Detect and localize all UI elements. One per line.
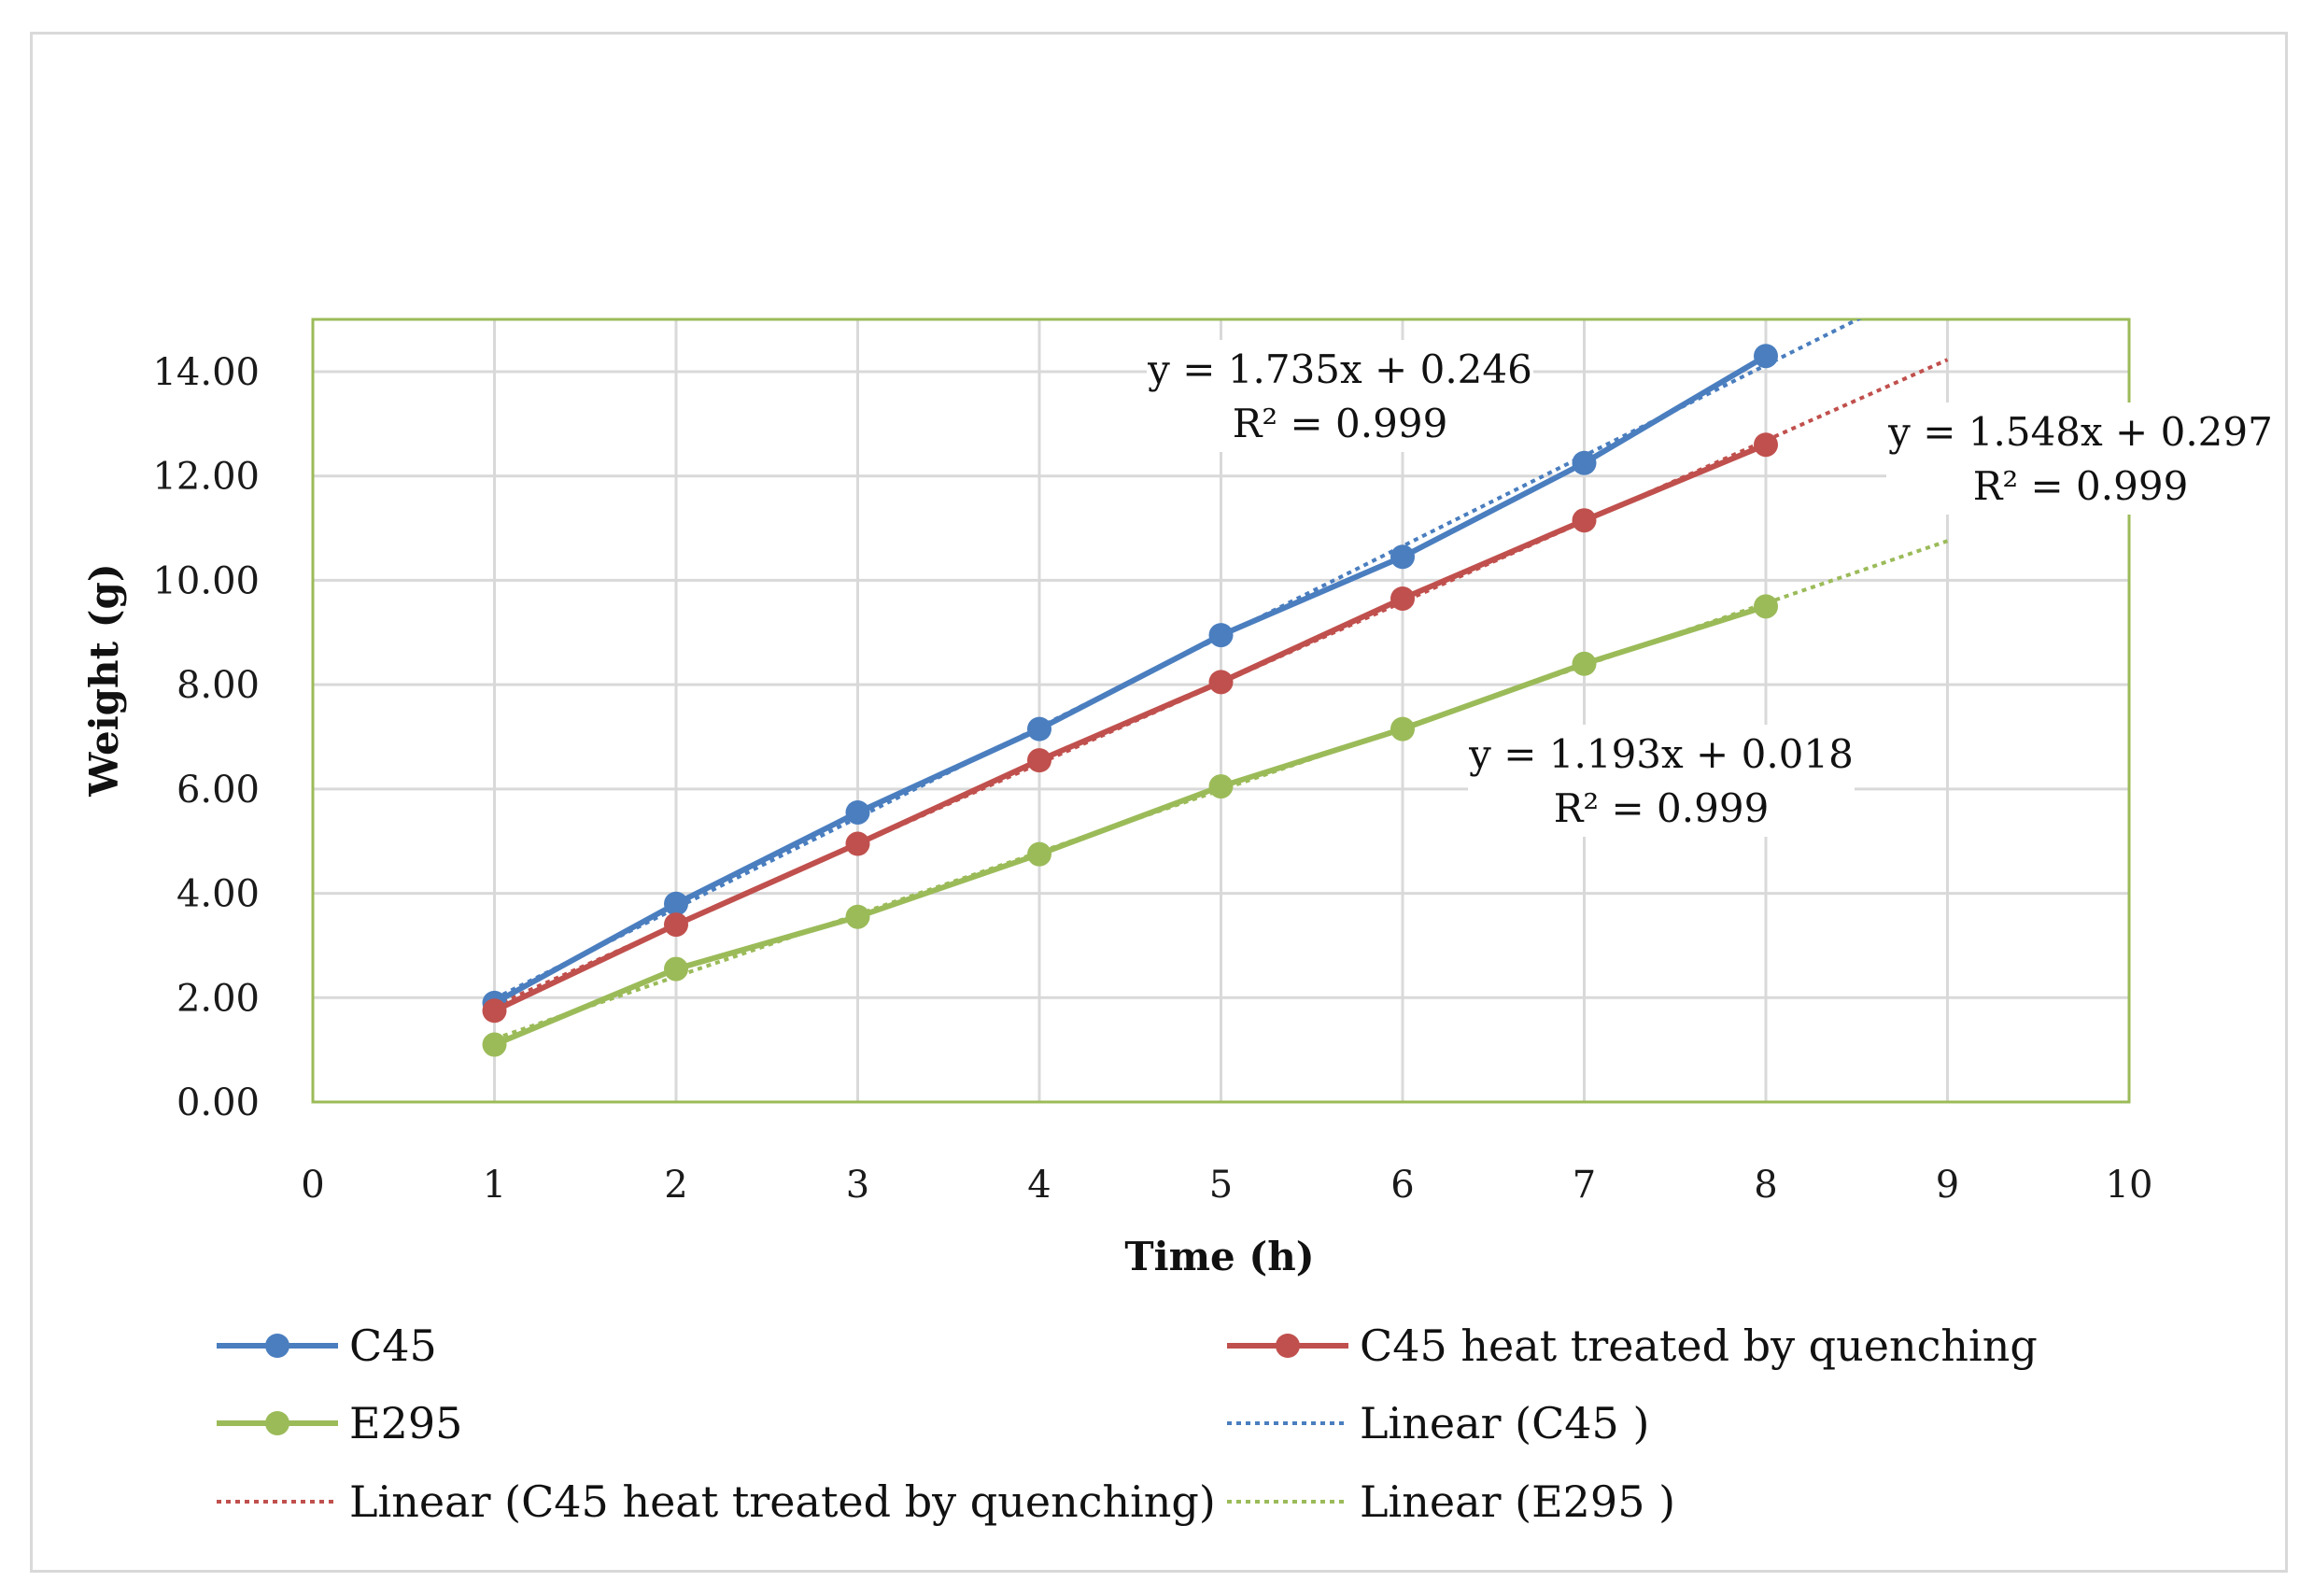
series-c45-point	[1027, 716, 1051, 742]
equation-c45-quenched-r2: R² = 0.999	[1973, 463, 2189, 509]
chart-frame	[30, 32, 2288, 1573]
legend-item-e295: E295	[217, 1398, 462, 1448]
legend-marker-c45	[265, 1334, 289, 1358]
equation-c45-line: y = 1.735x + 0.246	[1147, 346, 1532, 392]
legend-marker-c45-quenched	[1276, 1334, 1300, 1358]
y-tick-label: 10.00	[152, 559, 260, 602]
series-c45-point	[845, 799, 870, 825]
legend-item-c45-quenched: C45 heat treated by quenching	[1227, 1321, 2038, 1371]
series-e295-point	[1754, 594, 1778, 619]
series-c45-quenched-line	[493, 442, 1768, 1013]
series-e295-point	[845, 904, 870, 929]
legend-label-linear-e295: Linear (E295 )	[1360, 1476, 1675, 1527]
legend-label-linear-c45-quenched: Linear (C45 heat treated by quenching)	[349, 1476, 1216, 1527]
equation-c45-r2: R² = 0.999	[1233, 401, 1448, 446]
x-tick-label: 5	[1209, 1164, 1233, 1207]
series-e295-point	[1390, 716, 1415, 742]
series-e295-line	[493, 603, 1767, 1048]
x-tick-label: 10	[2106, 1164, 2153, 1207]
x-tick-label: 6	[1390, 1164, 1414, 1207]
legend-label-c45-quenched: C45 heat treated by quenching	[1360, 1321, 2038, 1371]
series-c45-point	[1572, 450, 1597, 475]
x-tick-label: 4	[1027, 1164, 1051, 1207]
legend-label-e295: E295	[349, 1398, 462, 1448]
series-c45-quenched-point	[482, 998, 507, 1024]
x-tick-label: 9	[1936, 1164, 1959, 1207]
x-tick-label: 2	[664, 1164, 687, 1207]
x-tick-label: 0	[301, 1164, 324, 1207]
series-c45-quenched-point	[1572, 508, 1597, 533]
series-e295-point	[1208, 774, 1234, 799]
equation-e295-line: y = 1.193x + 0.018	[1468, 731, 1854, 777]
series-c45-point	[1390, 544, 1415, 570]
legend-label-linear-c45: Linear (C45 )	[1360, 1398, 1649, 1448]
x-tick-label: 1	[483, 1164, 506, 1207]
series-c45-quenched-point	[664, 912, 688, 938]
series-c45-quenched-point	[1754, 432, 1778, 458]
legend-marker-e295	[265, 1411, 289, 1435]
y-axis-ticks: 0.00 2.00 4.00 6.00 8.00 10.00 12.00 14.00	[152, 351, 260, 1124]
series-c45-quenched-point	[1390, 586, 1415, 611]
x-axis-ticks: 0 1 2 3 4 5 6 7 8 9 10	[301, 1164, 2152, 1207]
legend-item-linear-e295: Linear (E295 )	[1227, 1476, 1675, 1527]
series-e295-point	[664, 956, 688, 982]
x-axis-title: Time (h)	[1124, 1234, 1314, 1279]
series-e295-point	[482, 1032, 507, 1057]
series-c45-line	[493, 353, 1768, 1006]
x-tick-label: 8	[1754, 1164, 1777, 1207]
series-c45-point	[664, 891, 688, 916]
legend-label-c45: C45	[349, 1321, 437, 1371]
x-tick-label: 3	[846, 1164, 869, 1207]
legend-item-linear-c45: Linear (C45 )	[1227, 1398, 1649, 1448]
series-c45-point	[1208, 623, 1234, 648]
trendline-equations: y = 1.735x + 0.246 R² = 0.999 y = 1.548x +…	[1147, 340, 2279, 837]
plot-area-border	[311, 318, 2131, 1104]
x-tick-label: 7	[1573, 1164, 1596, 1207]
series	[482, 344, 1778, 1057]
series-c45-point	[1754, 344, 1778, 369]
y-tick-label: 6.00	[176, 769, 260, 812]
equation-e295-r2: R² = 0.999	[1554, 785, 1770, 831]
equation-e295-bg	[1468, 725, 1855, 837]
series-e295-point	[1572, 651, 1597, 676]
y-tick-label: 0.00	[176, 1081, 260, 1124]
y-tick-label: 8.00	[176, 664, 260, 707]
series-e295-point	[1027, 841, 1051, 867]
legend-item-c45: C45	[217, 1321, 437, 1371]
equation-c45-quenched-bg	[1886, 403, 2279, 515]
y-axis-title: Weight (g)	[81, 563, 127, 797]
y-tick-label: 4.00	[176, 873, 260, 916]
equation-c45-bg	[1147, 340, 1533, 452]
legend-item-linear-c45-quenched: Linear (C45 heat treated by quenching)	[217, 1476, 1216, 1527]
legend: C45 C45 heat treated by quenching E295 L…	[217, 1321, 2038, 1527]
y-tick-label: 2.00	[176, 977, 260, 1020]
y-tick-label: 14.00	[152, 351, 260, 394]
y-tick-label: 12.00	[152, 456, 260, 499]
grid	[313, 319, 2129, 1104]
equation-c45-quenched-line: y = 1.548x + 0.297	[1887, 409, 2273, 455]
series-c45-quenched-point	[1208, 670, 1234, 695]
series-c45-quenched-point	[845, 831, 870, 856]
series-c45-quenched-point	[1027, 748, 1051, 773]
